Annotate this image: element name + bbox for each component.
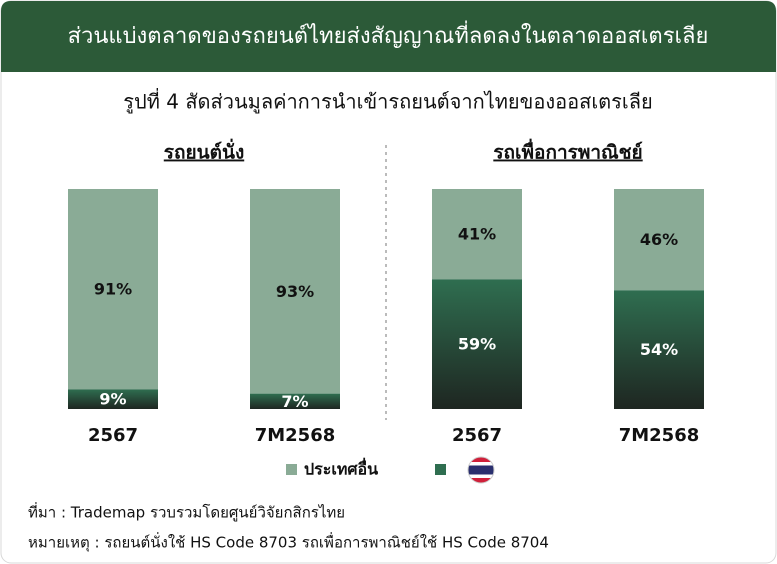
legend-swatch	[286, 464, 297, 475]
value-label: 9%	[99, 390, 126, 409]
bar-segment	[614, 290, 704, 409]
note: หมายเหตุ : รถยนต์นั่งใช้ HS Code 8703 รถ…	[28, 532, 549, 553]
value-label: 7%	[281, 392, 308, 411]
value-label: 93%	[276, 282, 314, 301]
header-bar	[1, 1, 776, 72]
figure-title: รูปที่ 4 สัดส่วนมูลค่าการนำเข้ารถยนต์จาก…	[123, 88, 652, 115]
panel-title: รถเพื่อการพาณิชย์	[493, 139, 642, 164]
bar-segment	[432, 279, 522, 409]
source: ที่มา : Trademap รวบรวมโดยศูนย์วิจัยกสิก…	[28, 502, 345, 522]
bar-segment	[250, 393, 340, 409]
x-tick-label: 7M2568	[255, 425, 336, 446]
bar-segment	[68, 189, 158, 390]
bar-segment	[250, 189, 340, 394]
value-label: 41%	[458, 225, 496, 244]
legend-swatch	[435, 464, 446, 475]
legend: ประเทศอื่น	[286, 456, 495, 484]
value-label: 91%	[94, 280, 132, 299]
bar-segment	[68, 389, 158, 409]
legend-label: ประเทศอื่น	[304, 458, 378, 479]
x-tick-label: 2567	[452, 425, 502, 446]
thai-flag-icon	[468, 457, 494, 483]
x-tick-label: 2567	[88, 425, 138, 446]
header-title: ส่วนแบ่งตลาดของรถยนต์ไทยส่งสัญญาณที่ลดลง…	[68, 20, 709, 49]
value-label: 59%	[458, 335, 496, 354]
flag-border	[467, 456, 495, 484]
value-label: 46%	[640, 230, 678, 249]
value-label: 54%	[640, 340, 678, 359]
panel-title: รถยนต์นั่ง	[164, 139, 244, 164]
bar-segment	[614, 189, 704, 291]
bar-segment	[432, 189, 522, 280]
x-tick-label: 7M2568	[619, 425, 700, 446]
